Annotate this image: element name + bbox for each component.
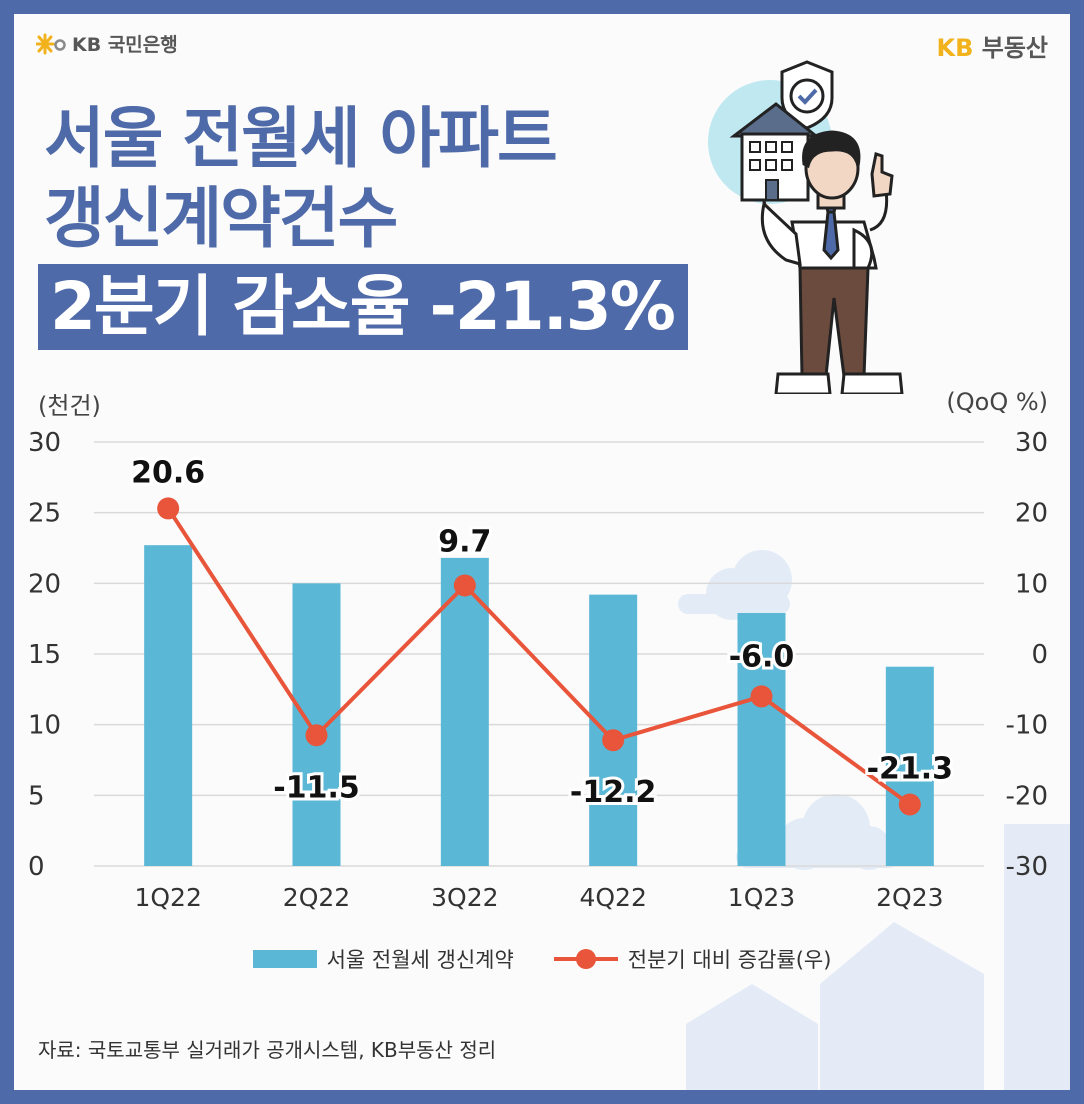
line-point xyxy=(453,574,476,597)
bar xyxy=(885,666,934,866)
line-point xyxy=(602,729,625,752)
line-point xyxy=(898,793,921,816)
category-label: 3Q22 xyxy=(431,883,498,912)
brand-right-kb: KB xyxy=(936,34,974,62)
legend-bar-swatch xyxy=(252,950,317,968)
chart-legend: 서울 전월세 갱신계약 전분기 대비 증감률(우) xyxy=(14,944,1070,974)
right-tick-label: -10 xyxy=(1006,711,1048,741)
title-line-3: 2분기 감소율 -21.3% xyxy=(38,264,688,350)
cloud-shape xyxy=(678,550,792,620)
category-label: 1Q23 xyxy=(728,883,795,912)
left-tick-label: 0 xyxy=(28,852,45,882)
left-tick-label: 5 xyxy=(28,781,45,811)
person-with-house-illustration xyxy=(708,60,904,394)
bar xyxy=(440,557,489,866)
right-tick-label: 0 xyxy=(1031,640,1048,670)
line-point xyxy=(305,724,328,747)
legend-line-label: 전분기 대비 증감률(우) xyxy=(627,948,832,972)
right-tick-label: 10 xyxy=(1015,569,1048,599)
data-label: -12.2 xyxy=(570,775,656,810)
bar xyxy=(144,545,193,866)
data-label: -6.0 xyxy=(729,639,795,674)
series-line xyxy=(166,507,912,807)
source-note: 자료: 국토교통부 실거래가 공개시스템, KB부동산 정리 xyxy=(38,1038,497,1062)
left-tick-label: 15 xyxy=(28,640,61,670)
left-tick-label: 10 xyxy=(28,711,61,741)
legend-line-swatch xyxy=(553,949,618,969)
brand-left-label: KB 국민은행 xyxy=(72,34,178,56)
data-label: -21.3 xyxy=(867,752,953,787)
right-tick-label: 30 xyxy=(1015,428,1048,458)
left-tick-label: 20 xyxy=(28,569,61,599)
left-axis-unit: (천건) xyxy=(38,392,101,420)
line-point xyxy=(157,497,180,520)
title-line-1: 서울 전월세 아파트 xyxy=(44,100,558,177)
data-label: 9.7 xyxy=(438,524,491,559)
category-label: 4Q22 xyxy=(579,883,646,912)
right-tick-label: -20 xyxy=(1006,781,1048,811)
data-label: 20.6 xyxy=(131,455,205,490)
bar xyxy=(737,613,786,866)
title-line-2: 갱신계약건수 xyxy=(44,180,398,257)
house-icon xyxy=(729,102,821,202)
kb-star-icon xyxy=(36,33,66,54)
legend-item-line: 전분기 대비 증감률(우) xyxy=(553,944,832,974)
building-silhouette xyxy=(686,824,1070,1090)
left-tick-label: 25 xyxy=(28,499,61,529)
category-label: 2Q23 xyxy=(876,883,943,912)
right-axis-unit: (QoQ %) xyxy=(946,388,1048,416)
category-label: 1Q22 xyxy=(134,883,201,912)
kb-kookmin-logo: KB 국민은행 xyxy=(36,30,178,57)
line-point xyxy=(750,685,773,708)
category-label: 2Q22 xyxy=(283,883,350,912)
kb-realestate-logo: KB 부동산 xyxy=(937,28,1049,63)
legend-item-bar: 서울 전월세 갱신계약 xyxy=(252,944,514,974)
data-label: -11.5 xyxy=(273,770,359,805)
combo-chart: 0 5 10 15 20 25 30 -30 -20 -10 0 10 20 30 1Q22 2Q22 3Q22… xyxy=(28,428,1048,912)
right-tick-label: 20 xyxy=(1015,499,1048,529)
person-figure xyxy=(760,130,904,394)
left-tick-label: 30 xyxy=(28,428,61,458)
right-tick-label: -30 xyxy=(1006,852,1048,882)
brand-right-label: 부동산 xyxy=(981,34,1048,62)
legend-bar-label: 서울 전월세 갱신계약 xyxy=(326,948,514,972)
